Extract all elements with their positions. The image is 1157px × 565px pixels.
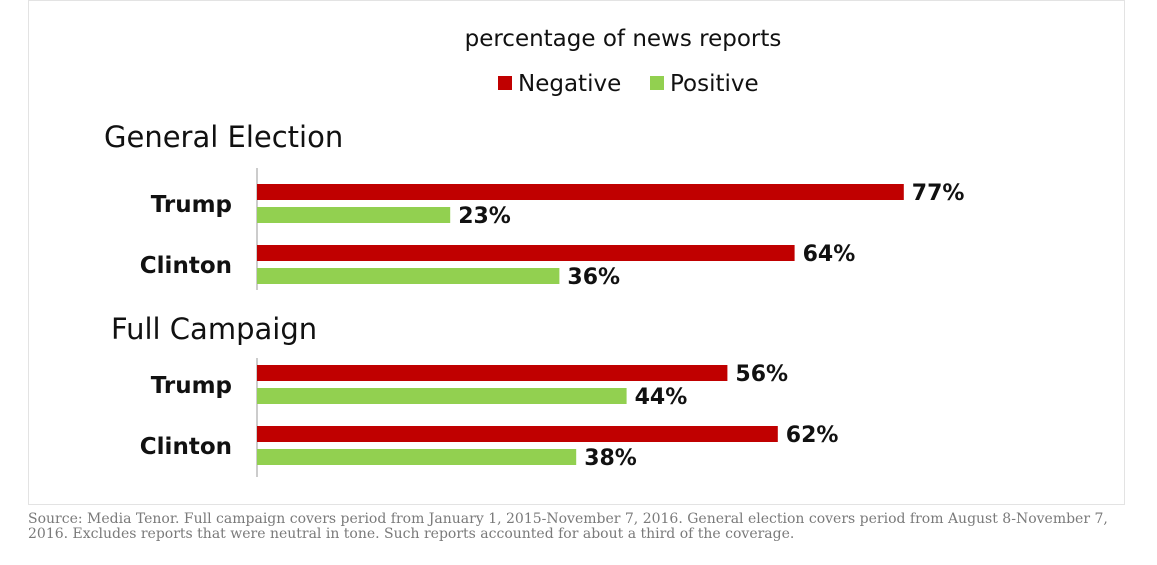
legend-swatch-positive [650, 76, 664, 90]
bar-full-campaign-clinton-negative [257, 426, 778, 442]
bar-general-election-trump-positive [257, 207, 451, 223]
legend-label-negative: Negative [518, 71, 621, 97]
bar-full-campaign-trump-negative [257, 365, 728, 381]
data-label-general-election-clinton-positive: 36% [567, 265, 620, 290]
data-label-full-campaign-clinton-negative: 62% [786, 423, 839, 448]
panel-title-general-election: General Election [104, 120, 343, 154]
source-note: Source: Media Tenor. Full campaign cover… [28, 511, 1108, 542]
data-label-full-campaign-clinton-positive: 38% [584, 446, 637, 471]
data-label-general-election-trump-positive: 23% [458, 204, 511, 229]
bar-chart: percentage of news reports Negative Positi… [104, 26, 965, 477]
data-label-general-election-clinton-negative: 64% [803, 242, 856, 267]
bar-general-election-trump-negative [257, 184, 904, 200]
panel-title-full-campaign: Full Campaign [111, 312, 317, 346]
category-label-full-campaign-clinton: Clinton [140, 434, 232, 460]
data-label-full-campaign-trump-positive: 44% [635, 385, 688, 410]
category-label-general-election-clinton: Clinton [140, 253, 232, 279]
chart-subtitle: percentage of news reports [465, 26, 782, 52]
data-label-general-election-trump-negative: 77% [912, 181, 965, 206]
chart-frame [28, 0, 1125, 505]
bar-full-campaign-clinton-positive [257, 449, 577, 465]
category-label-general-election-trump: Trump [151, 192, 232, 218]
bar-general-election-clinton-positive [257, 268, 560, 284]
legend-swatch-negative [498, 76, 512, 90]
bar-full-campaign-trump-positive [257, 388, 627, 404]
category-label-full-campaign-trump: Trump [151, 373, 232, 399]
legend-label-positive: Positive [670, 71, 759, 97]
data-label-full-campaign-trump-negative: 56% [735, 362, 788, 387]
bar-general-election-clinton-negative [257, 245, 795, 261]
